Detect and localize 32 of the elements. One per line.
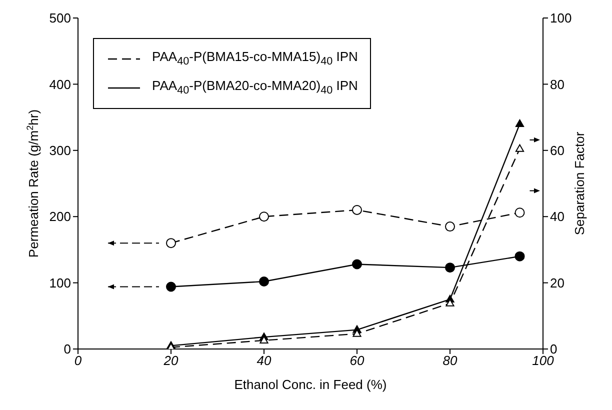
- y-tick-label: 400: [49, 76, 71, 92]
- x-tick-label: 80: [442, 353, 458, 368]
- y-tick-label: 100: [49, 275, 71, 290]
- x-tick-label: 40: [256, 353, 272, 368]
- y2-tick-label: 20: [550, 275, 564, 290]
- point: [515, 119, 524, 128]
- point: [352, 204, 362, 215]
- y2-tick-label: 60: [550, 143, 564, 158]
- x-tick-label: 60: [350, 353, 365, 368]
- y2-tick-label: 100: [550, 10, 572, 26]
- point: [259, 212, 269, 222]
- legend-label: PAA$_{40}$-P(BMA20-co-MMA20)$_{40}$ IPN: [152, 76, 358, 98]
- y2-tick-label: 80: [550, 76, 564, 92]
- x-axis-title: Ethanol Conc. in Feed (%): [234, 377, 387, 392]
- point: [514, 208, 525, 218]
- point: [445, 222, 455, 232]
- y-tick-label: 500: [49, 10, 71, 26]
- x-tick-label: 0: [74, 353, 82, 368]
- point: [166, 238, 176, 248]
- point: [352, 259, 362, 270]
- point: [514, 251, 525, 262]
- point: [259, 276, 269, 286]
- point: [515, 144, 524, 152]
- y-tick-label: 0: [64, 342, 71, 357]
- y2-axis-title: Separation Factor: [572, 131, 587, 236]
- legend-label: PAA$_{40}$-P(BMA15-co-MMA15)$_{40}$ IPN: [152, 48, 358, 70]
- y2-tick-label: 40: [550, 209, 564, 224]
- y-tick-label: 300: [49, 143, 71, 158]
- point: [445, 262, 455, 273]
- y-tick-label: 200: [49, 209, 71, 224]
- x-tick-label: 20: [162, 353, 179, 368]
- point: [166, 282, 176, 292]
